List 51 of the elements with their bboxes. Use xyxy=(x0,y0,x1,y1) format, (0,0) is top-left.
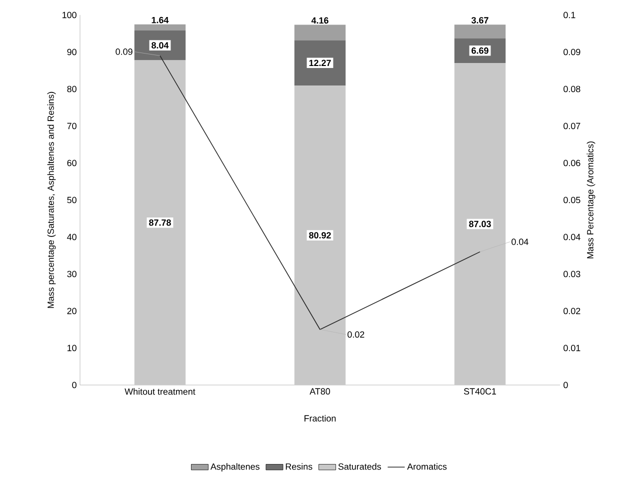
legend-label: Aromatics xyxy=(407,463,447,470)
data-label: 3.67 xyxy=(471,17,488,24)
data-label: 8.04 xyxy=(152,42,169,49)
y2-tick-label: 0.01 xyxy=(564,344,580,352)
y-tick-label: 90 xyxy=(67,48,76,56)
bar xyxy=(454,62,506,385)
data-label: 0.09 xyxy=(116,48,132,55)
legend-label: Resins xyxy=(286,463,312,470)
y2-tick-label: 0.08 xyxy=(564,86,580,92)
data-label: 12.27 xyxy=(309,60,331,66)
y2-tick-label: 0.05 xyxy=(564,196,580,204)
x-axis-title: Fraction xyxy=(304,414,336,422)
y-tick-label: 30 xyxy=(67,270,76,278)
data-label: 80.92 xyxy=(309,232,331,238)
data-label: 0.04 xyxy=(512,238,528,245)
y-tick-label: 0 xyxy=(72,382,76,388)
y2-tick-label: 0.1 xyxy=(564,12,576,18)
legend-label: Asphaltenes xyxy=(210,463,260,472)
y2-tick-label: 0.06 xyxy=(564,160,580,166)
y2-tick-label: 0.09 xyxy=(564,48,580,56)
y-tick-label: 70 xyxy=(67,122,76,130)
x-tick-label: ST40C1 xyxy=(464,388,496,395)
y2-tick-label: 0.07 xyxy=(564,122,580,130)
legend-label: Saturateds xyxy=(338,463,381,470)
data-label: 6.69 xyxy=(472,47,488,54)
y-tick-label: 20 xyxy=(67,308,76,314)
x-tick-label: AT80 xyxy=(310,388,330,395)
data-label: 0.02 xyxy=(348,331,364,338)
y2-axis-title: Mass Percentage (Aromatics) xyxy=(586,142,596,258)
y2-tick-label: 0.03 xyxy=(564,270,580,278)
data-label: 87.78 xyxy=(149,219,171,226)
data-label: 4.16 xyxy=(311,17,328,24)
bar xyxy=(134,60,186,385)
y-tick-label: 10 xyxy=(68,344,76,352)
data-label: 1.64 xyxy=(152,16,169,24)
bar xyxy=(294,24,346,40)
y-tick-label: 80 xyxy=(67,86,76,92)
y2-tick-label: 0 xyxy=(564,382,568,388)
y-tick-label: 100 xyxy=(62,12,76,18)
x-tick-label: Whitout treatment xyxy=(124,388,196,395)
y-tick-label: 50 xyxy=(67,196,76,204)
bar xyxy=(134,24,186,30)
bar xyxy=(294,40,346,86)
y-axis-title: Mass percentage (Saturates, Asphaltenes and Resins) xyxy=(47,92,56,308)
bar xyxy=(454,24,506,38)
y2-tick-label: 0.04 xyxy=(564,234,580,240)
y-tick-label: 40 xyxy=(67,234,76,240)
data-label: 87.03 xyxy=(469,220,491,228)
y-tick-label: 60 xyxy=(67,160,76,166)
bar xyxy=(294,86,346,385)
y2-tick-label: 0.02 xyxy=(564,308,580,314)
